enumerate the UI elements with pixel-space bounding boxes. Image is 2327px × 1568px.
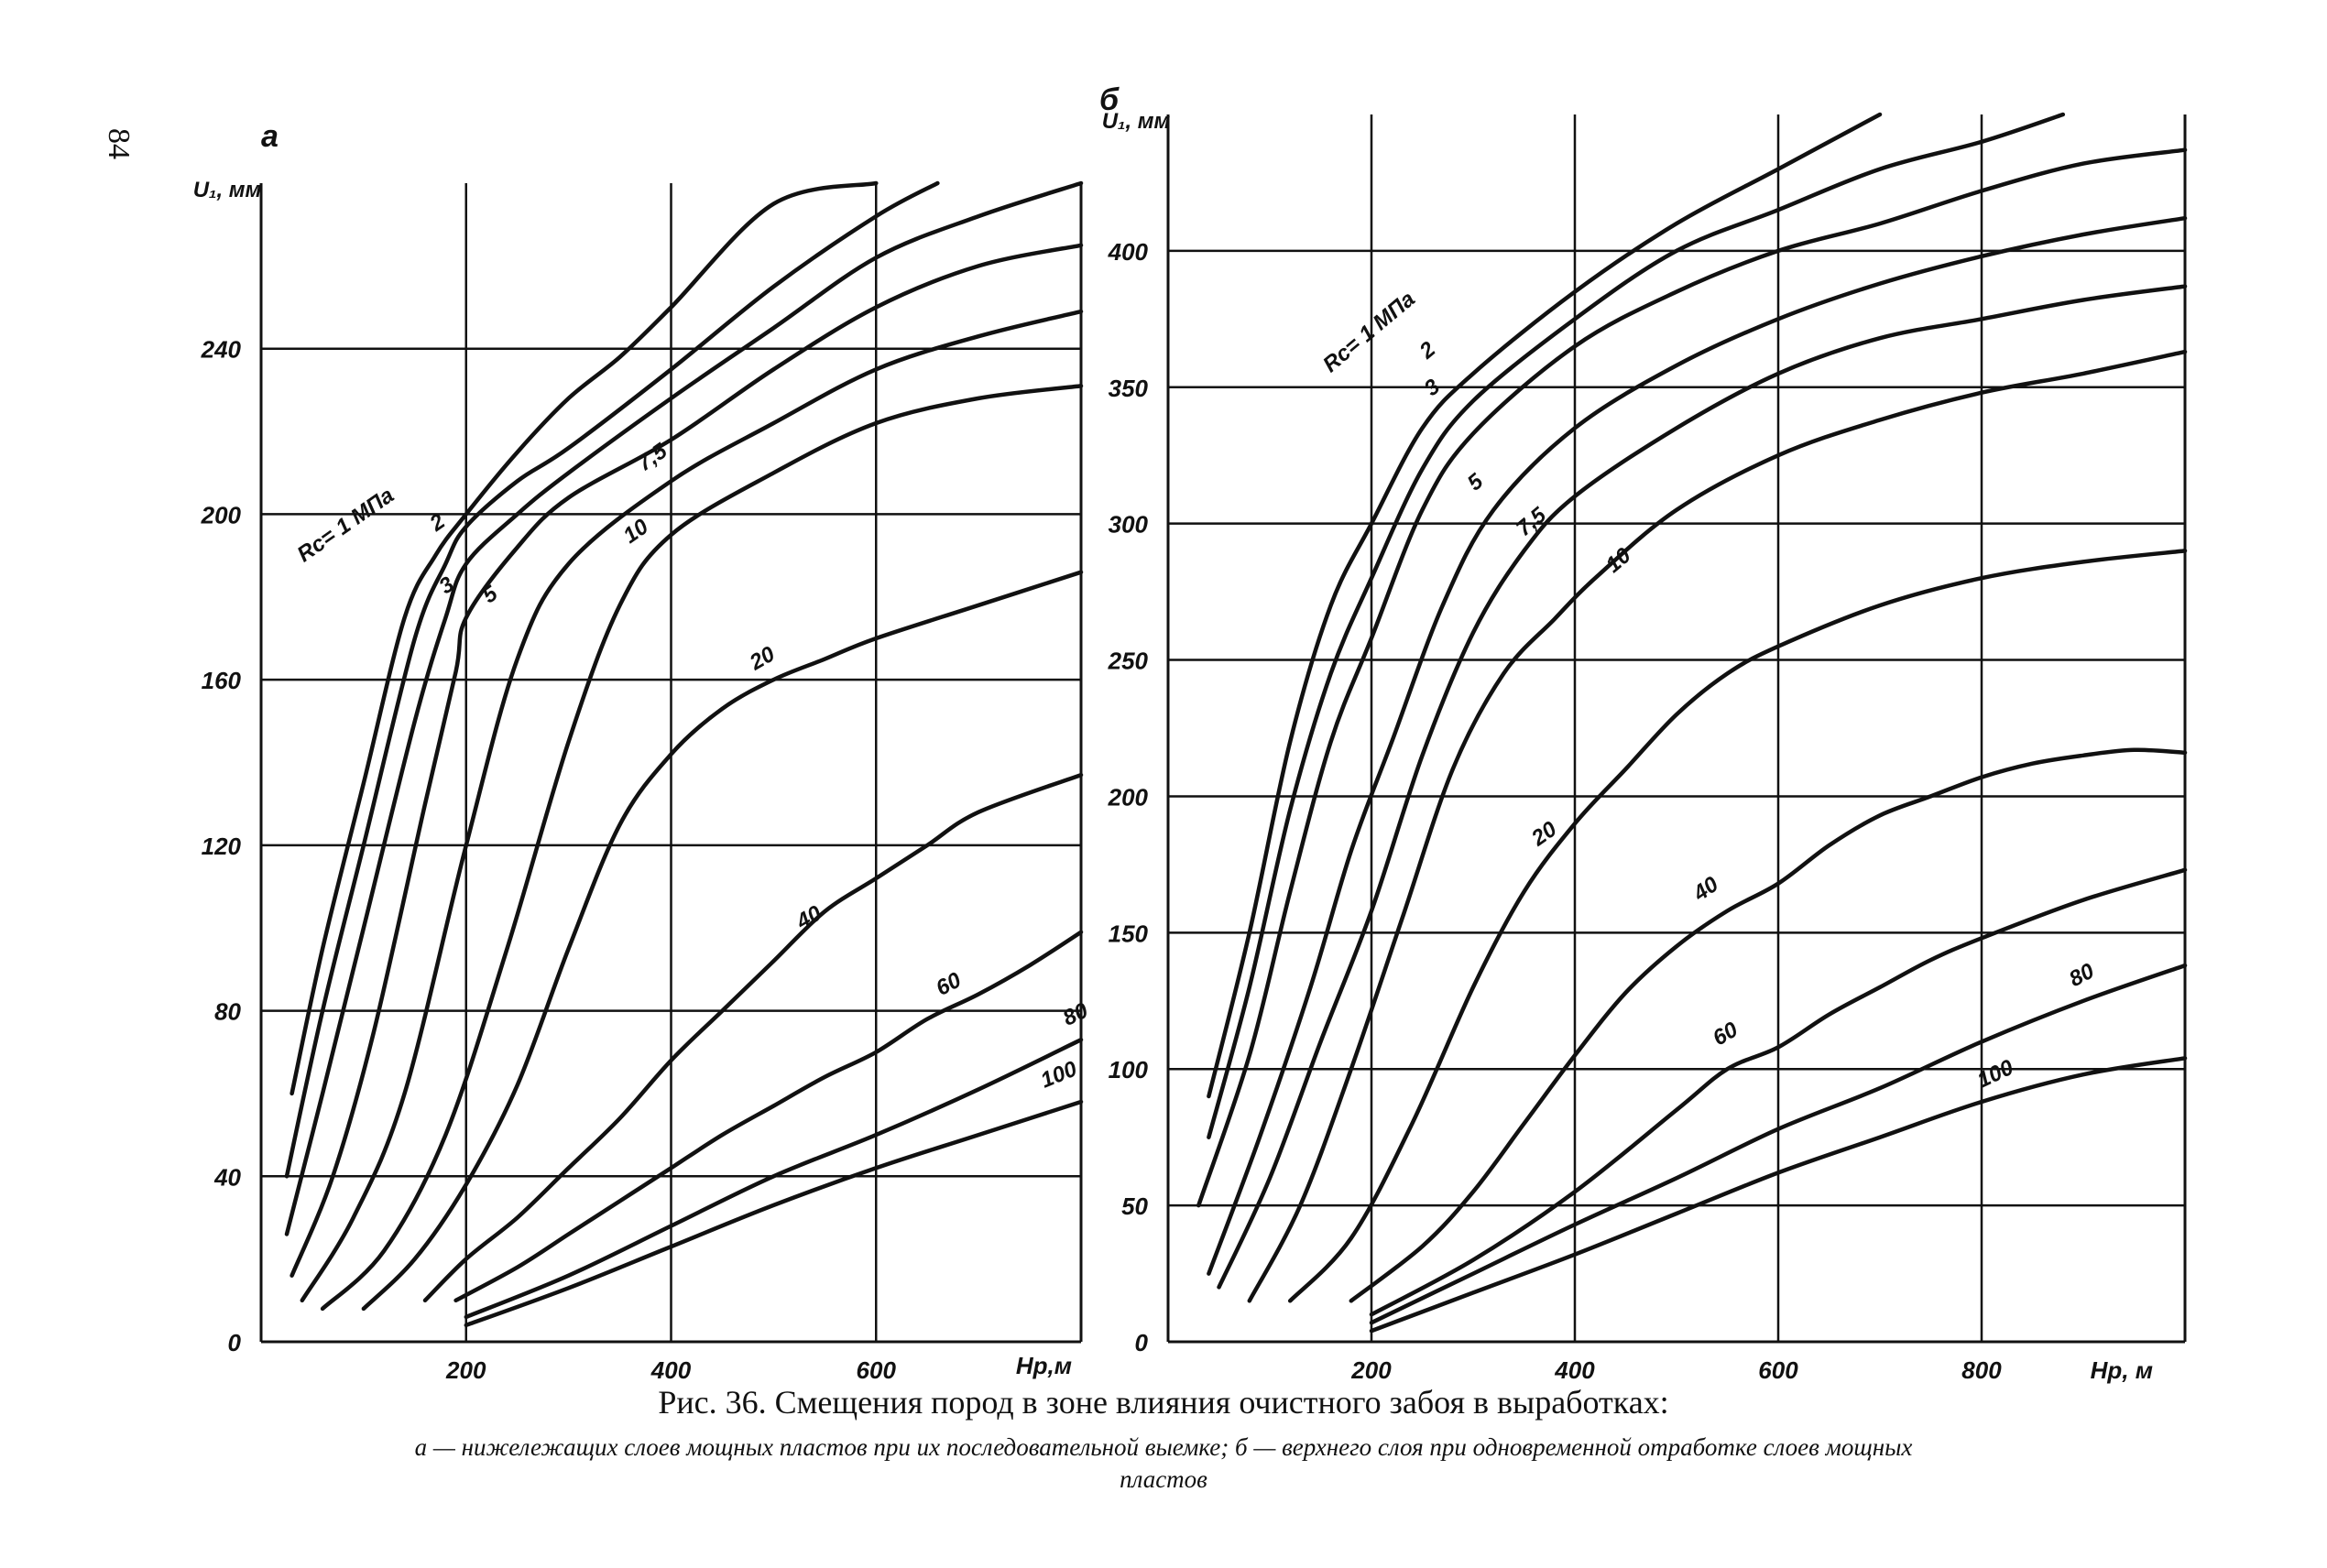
series-line-4: [1207, 215, 2188, 1276]
y-axis-label: U₁, мм: [1102, 109, 1171, 134]
x-tick-label: 600: [1758, 1356, 1798, 1384]
series-label-8: 40: [792, 900, 826, 935]
panel-label: б: [1099, 82, 1120, 117]
x-tick-label: 600: [857, 1356, 897, 1384]
y-tick-label: 350: [1109, 375, 1149, 402]
series-line-9: [1369, 867, 2188, 1317]
series-line-5: [1217, 284, 2188, 1290]
series-label-5: 7,5: [1512, 502, 1551, 541]
y-tick-label: 300: [1109, 511, 1149, 539]
series-label-8: 40: [1688, 872, 1724, 907]
figure-caption-line-1: а — нижележащих слоев мощных пластов при…: [414, 1433, 1913, 1461]
series-label-2: 2: [425, 508, 451, 537]
series-line-2: [284, 180, 940, 1179]
y-tick-label: 200: [1108, 783, 1149, 811]
series-line-3: [1196, 147, 2188, 1208]
y-tick-label: 50: [1121, 1192, 1148, 1220]
y-axis-label: U₁, мм: [193, 178, 262, 202]
series-label-1: Rc= 1 МПа: [293, 483, 399, 567]
series-line-6: [1247, 349, 2188, 1303]
series-line-11: [1369, 1056, 2188, 1334]
y-tick-label: 250: [1108, 648, 1149, 675]
x-axis-label: Hp,м: [1016, 1352, 1072, 1379]
y-tick-label: 160: [202, 667, 242, 694]
y-tick-label: 80: [214, 998, 241, 1026]
series-line-2: [1207, 112, 2066, 1139]
x-tick-label: 800: [1961, 1356, 2002, 1384]
series-label-4: 5: [478, 581, 503, 608]
x-axis-label: Hp, м: [2091, 1356, 2153, 1384]
series-line-1: [1207, 112, 1883, 1099]
series-line-10: [464, 1037, 1084, 1320]
series-line-4: [290, 243, 1084, 1278]
series-line-6: [320, 384, 1084, 1312]
series-label-1: Rc= 1 МПа: [1318, 287, 1420, 377]
series-line-8: [422, 772, 1084, 1303]
series-label-9: 60: [932, 967, 966, 1001]
series-label-10: 80: [2065, 958, 2099, 992]
y-tick-label: 0: [228, 1329, 242, 1356]
x-tick-label: 200: [445, 1356, 486, 1384]
x-tick-label: 400: [650, 1356, 692, 1384]
figure-caption-line-2: пластов: [1120, 1465, 1207, 1493]
y-tick-label: 150: [1109, 920, 1149, 947]
y-tick-label: 120: [202, 833, 242, 860]
series-label-9: 60: [1709, 1017, 1743, 1051]
series-line-7: [1287, 549, 2188, 1303]
x-tick-label: 200: [1350, 1356, 1392, 1384]
series-label-10: 80: [1059, 998, 1092, 1031]
series-line-10: [1369, 963, 2188, 1325]
chart-panel-b: 0 50 100 150 200 250 300 350 400 200 400 600 800 бU₁,…: [1099, 82, 2188, 1384]
series-line-8: [1349, 747, 2188, 1303]
x-tick-label: 400: [1554, 1356, 1595, 1384]
y-tick-label: 200: [201, 501, 242, 528]
series-label-6: 10: [618, 514, 653, 549]
y-tick-label: 100: [1109, 1056, 1149, 1083]
figure-caption-title: Рис. 36. Смещения пород в зоне влияния о…: [658, 1384, 1669, 1421]
panel-label: а: [261, 119, 279, 154]
series-label-2: 2: [1415, 337, 1441, 365]
y-tick-label: 40: [213, 1163, 241, 1191]
series-line-7: [361, 570, 1084, 1312]
series-label-4: 5: [1463, 469, 1489, 496]
series-line-11: [464, 1099, 1084, 1328]
series-line-1: [290, 180, 879, 1096]
series-line-9: [453, 930, 1084, 1303]
series-label-7: 20: [745, 641, 780, 676]
series-line-5: [300, 309, 1084, 1303]
series-label-11: 100: [1037, 1056, 1081, 1093]
series-label-11: 100: [1973, 1055, 2017, 1094]
y-tick-label: 240: [201, 336, 242, 364]
series-line-3: [284, 180, 1084, 1236]
y-tick-label: 400: [1108, 238, 1149, 266]
y-tick-label: 0: [1135, 1329, 1149, 1356]
